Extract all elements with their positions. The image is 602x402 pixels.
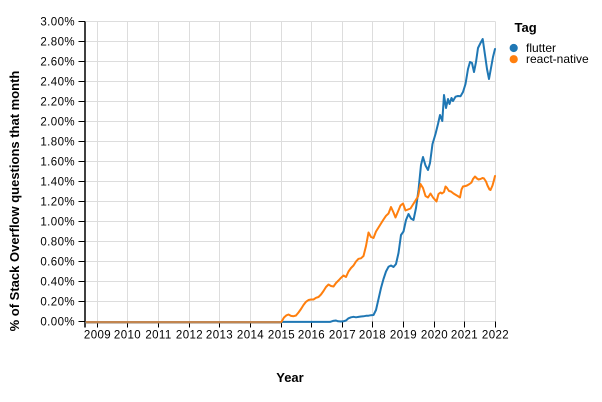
svg-text:2014: 2014: [237, 330, 264, 342]
svg-text:2.60%: 2.60%: [40, 57, 75, 69]
svg-text:react-native: react-native: [526, 52, 589, 66]
svg-text:1.20%: 1.20%: [40, 197, 75, 209]
svg-text:2.80%: 2.80%: [40, 37, 75, 49]
svg-text:Tag: Tag: [515, 20, 537, 35]
svg-text:2010: 2010: [114, 330, 141, 342]
svg-text:2021: 2021: [451, 330, 478, 342]
svg-text:0.40%: 0.40%: [40, 277, 75, 289]
svg-text:2012: 2012: [176, 330, 203, 342]
svg-text:2013: 2013: [206, 330, 233, 342]
svg-text:2020: 2020: [421, 330, 448, 342]
svg-text:Year: Year: [276, 370, 303, 385]
svg-text:% of Stack Overflow questions: % of Stack Overflow questions that month: [7, 71, 22, 332]
svg-text:0.60%: 0.60%: [40, 257, 75, 269]
svg-text:2.20%: 2.20%: [40, 97, 75, 109]
svg-text:1.80%: 1.80%: [40, 137, 75, 149]
svg-text:3.00%: 3.00%: [40, 17, 75, 29]
svg-text:2017: 2017: [329, 330, 356, 342]
svg-text:1.40%: 1.40%: [40, 177, 75, 189]
svg-text:2022: 2022: [482, 330, 509, 342]
svg-text:2.40%: 2.40%: [40, 77, 75, 89]
svg-text:2009: 2009: [84, 330, 111, 342]
svg-text:2018: 2018: [359, 330, 386, 342]
svg-text:2019: 2019: [390, 330, 417, 342]
svg-text:flutter: flutter: [526, 41, 556, 55]
svg-text:2011: 2011: [145, 330, 171, 342]
svg-text:0.00%: 0.00%: [40, 317, 75, 329]
svg-text:2016: 2016: [298, 330, 325, 342]
svg-text:2.00%: 2.00%: [40, 117, 75, 129]
svg-text:0.20%: 0.20%: [40, 297, 75, 309]
svg-text:2015: 2015: [268, 330, 295, 342]
svg-text:1.00%: 1.00%: [40, 217, 75, 229]
svg-text:1.60%: 1.60%: [40, 157, 75, 169]
svg-text:0.80%: 0.80%: [40, 237, 75, 249]
